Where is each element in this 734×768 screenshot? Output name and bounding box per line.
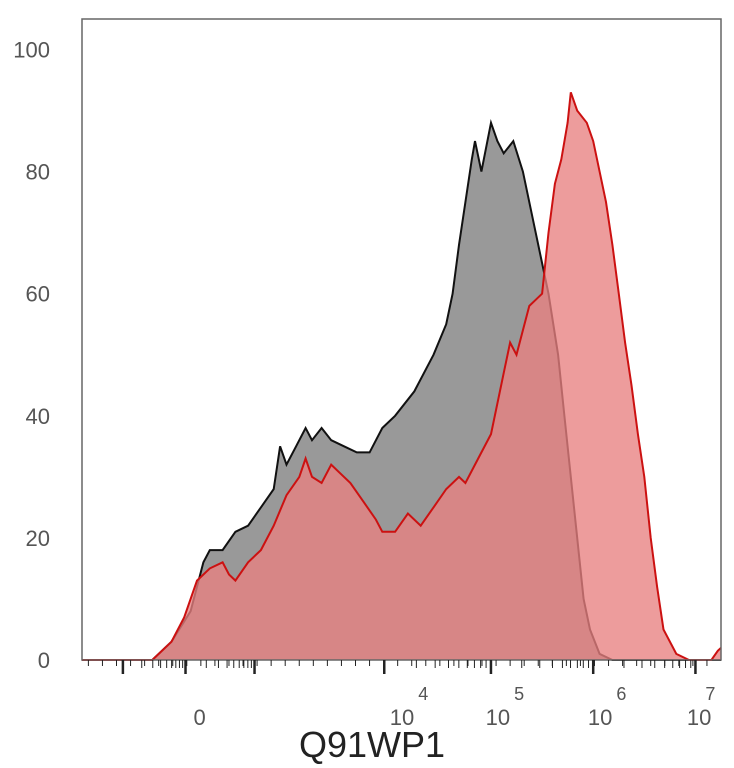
y-tick-label: 100 — [13, 38, 50, 63]
series-layer — [82, 91, 722, 661]
y-tick-label: 0 — [38, 648, 50, 673]
y-tick-label: 20 — [26, 526, 50, 551]
x-tick-exponent: 4 — [418, 684, 428, 704]
series-2-line — [82, 91, 722, 661]
x-tick-label: 10 — [486, 705, 510, 730]
x-tick-label: 10 — [588, 705, 612, 730]
x-tick-exponent: 7 — [705, 684, 715, 704]
plot-frame — [81, 18, 722, 661]
x-tick-label: 10 — [390, 705, 414, 730]
y-tick-label: 60 — [26, 282, 50, 307]
x-tick-label: 0 — [193, 705, 205, 730]
x-tick-exponent: 6 — [616, 684, 626, 704]
x-tick-label: 10 — [687, 705, 711, 730]
y-tick-label: 40 — [26, 404, 50, 429]
series-2-area — [82, 92, 721, 661]
x-axis-label: Q91WP1 — [299, 724, 445, 765]
x-tick-exponent: 5 — [514, 684, 524, 704]
y-tick-label: 80 — [26, 160, 50, 185]
y-axis: 0 20 40 60 80 100 — [13, 38, 50, 673]
